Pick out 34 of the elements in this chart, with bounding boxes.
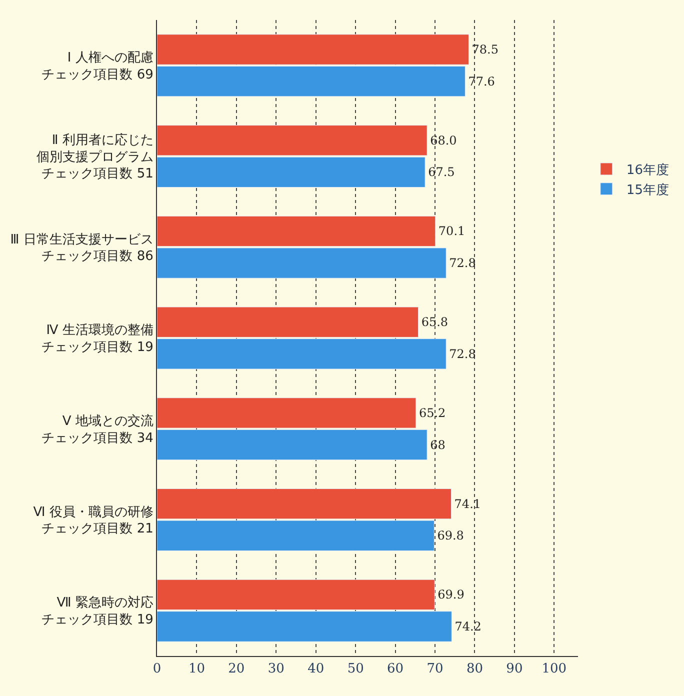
data-label: 65.2 <box>418 406 446 420</box>
data-label: 72.8 <box>449 346 476 361</box>
data-label: 74.2 <box>454 619 482 634</box>
x-tick-label: 70 <box>426 662 444 677</box>
y-tick-label: Ⅴ 地域との交流チェック項目数 34 <box>42 412 154 446</box>
legend-label: 15年度 <box>626 182 669 198</box>
data-label: 69.8 <box>437 528 464 543</box>
y-tick-label: Ⅱ 利用者に応じた個別支援プログラムチェック項目数 51 <box>36 132 154 182</box>
x-tick-label: 10 <box>188 662 205 677</box>
x-tick-label: 100 <box>542 662 567 677</box>
x-tick-label: 90 <box>506 662 523 677</box>
y-tick-label: Ⅳ 生活環境の整備チェック項目数 19 <box>42 322 154 355</box>
y-tick-label: Ⅲ 日常生活支援サービスチェック項目数 86 <box>10 232 154 264</box>
x-tick-label: 60 <box>387 662 404 677</box>
x-tick-label: 20 <box>228 662 245 677</box>
data-label: 65.8 <box>421 315 448 330</box>
data-label: 67.5 <box>428 165 455 180</box>
x-tick-label: 30 <box>268 662 284 677</box>
data-label: 78.5 <box>472 42 498 57</box>
x-tick-label: 50 <box>347 662 364 677</box>
data-label: 74.1 <box>454 496 482 511</box>
data-label: 77.6 <box>468 74 495 88</box>
data-label: 68.0 <box>430 133 457 148</box>
data-label: 68 <box>430 438 446 452</box>
data-label: 69.9 <box>438 588 464 602</box>
y-tick-label: Ⅰ 人権への配慮チェック項目数 69 <box>42 50 154 82</box>
x-tick-label: 80 <box>466 662 484 677</box>
legend-label: 16年度 <box>626 162 669 178</box>
y-tick-label: Ⅵ 役員・職員の研修チェック項目数 21 <box>33 504 154 537</box>
data-label: 72.8 <box>449 256 476 270</box>
x-tick-label: 0 <box>152 662 162 677</box>
x-tick-label: 40 <box>308 662 324 677</box>
y-tick-label: Ⅶ 緊急時の対応チェック項目数 19 <box>42 594 154 628</box>
data-label: 70.1 <box>438 224 466 238</box>
